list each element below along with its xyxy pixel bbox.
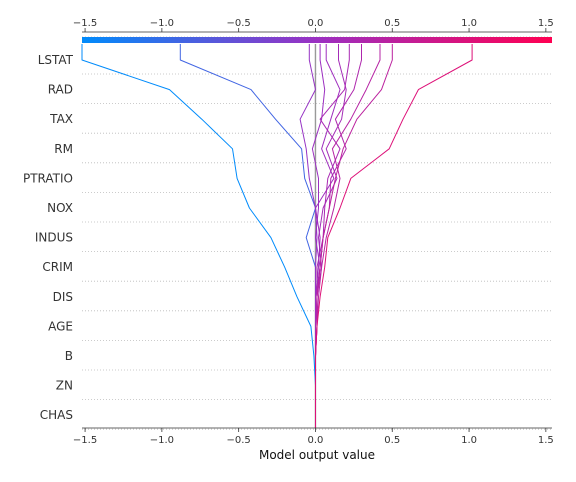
colorbar bbox=[82, 37, 552, 43]
feature-label: B bbox=[65, 349, 73, 363]
top-tick-label: −1.5 bbox=[73, 18, 97, 29]
bottom-tick-label: −1.0 bbox=[150, 435, 174, 446]
bottom-tick-label: 1.5 bbox=[538, 435, 554, 446]
feature-label: LSTAT bbox=[38, 53, 74, 67]
bottom-tick-label: 0.0 bbox=[308, 435, 324, 446]
feature-label: CRIM bbox=[42, 260, 73, 274]
top-tick-label: 1.5 bbox=[538, 18, 554, 29]
top-tick-label: 0.5 bbox=[384, 18, 400, 29]
decision-line bbox=[315, 44, 473, 428]
top-tick-label: −0.5 bbox=[227, 18, 251, 29]
decision-lines bbox=[81, 44, 473, 428]
feature-label: CHAS bbox=[40, 408, 73, 422]
feature-label: PTRATIO bbox=[23, 171, 73, 185]
top-tick-label: 0.0 bbox=[308, 18, 324, 29]
feature-label: NOX bbox=[47, 201, 73, 215]
bottom-axis: −1.5 −1.0 −0.5 0.0 0.5 1.0 1.5 bbox=[73, 427, 554, 446]
bottom-tick-label: 0.5 bbox=[384, 435, 400, 446]
top-axis: −1.5 −1.0 −0.5 0.0 0.5 1.0 1.5 bbox=[73, 18, 554, 33]
x-axis-title: Model output value bbox=[259, 448, 375, 462]
feature-label: TAX bbox=[49, 112, 73, 126]
feature-label: AGE bbox=[48, 319, 73, 333]
bottom-tick-label: −0.5 bbox=[227, 435, 251, 446]
top-tick-label: 1.0 bbox=[461, 18, 477, 29]
decision-line bbox=[81, 44, 316, 428]
feature-label: INDUS bbox=[35, 231, 73, 245]
feature-labels: LSTAT RAD TAX RM PTRATIO NOX INDUS CRIM DIS AGE B Z… bbox=[23, 53, 74, 422]
feature-label: RAD bbox=[48, 83, 73, 97]
feature-label: DIS bbox=[53, 290, 73, 304]
top-tick-label: −1.0 bbox=[150, 18, 174, 29]
feature-label: RM bbox=[54, 142, 73, 156]
bottom-tick-label: 1.0 bbox=[461, 435, 477, 446]
feature-label: ZN bbox=[56, 379, 73, 393]
bottom-tick-label: −1.5 bbox=[73, 435, 97, 446]
